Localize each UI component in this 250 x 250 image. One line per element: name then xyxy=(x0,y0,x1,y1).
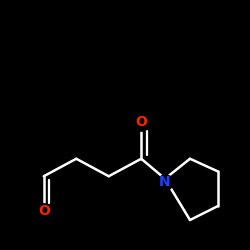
Text: O: O xyxy=(38,204,50,218)
Text: O: O xyxy=(135,116,147,130)
Text: N: N xyxy=(159,175,171,189)
